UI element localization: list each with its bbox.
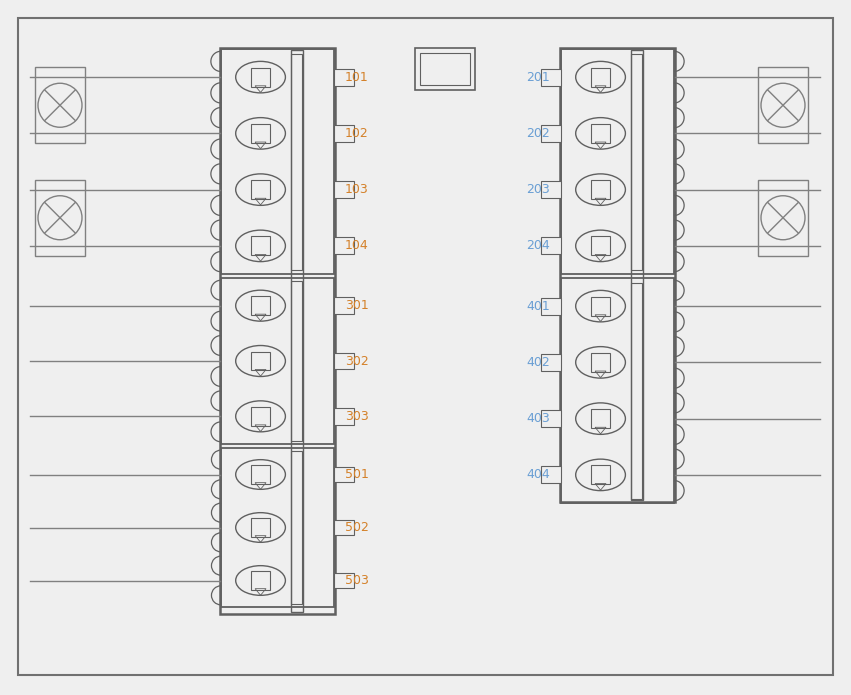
Bar [291,451,302,604]
Text: 102: 102 [345,127,368,140]
Bar [334,125,354,142]
Text: 403: 403 [526,412,550,425]
Bar [334,466,354,482]
Text: 101: 101 [345,71,368,83]
Bar [251,352,270,370]
Bar [221,278,334,444]
Text: 202: 202 [526,127,550,140]
Bar [591,353,610,372]
Bar [251,571,270,590]
Text: 402: 402 [526,356,550,369]
Bar [758,179,808,256]
Bar [631,282,643,498]
Bar [591,297,610,316]
Bar [251,180,270,199]
Bar [591,180,610,199]
Bar [591,409,610,428]
Bar [591,124,610,142]
Bar [334,352,354,369]
Bar [540,181,561,198]
Bar [415,48,475,90]
Bar [220,48,335,614]
Bar [591,466,610,484]
Bar [540,410,561,427]
Bar [251,465,270,484]
Text: 404: 404 [526,468,550,482]
Bar [35,179,85,256]
Bar [631,54,643,270]
Bar [540,69,561,85]
Bar [334,573,354,589]
Bar [631,50,643,500]
Bar [251,67,270,87]
Bar [334,408,354,425]
Text: 503: 503 [345,574,368,587]
Text: 401: 401 [526,300,550,313]
Bar [540,297,561,315]
Bar [561,278,674,503]
Text: 104: 104 [345,239,368,252]
Bar [251,407,270,426]
Bar [561,49,674,274]
Bar [221,49,334,274]
Bar [291,54,302,270]
Text: 501: 501 [345,468,368,481]
Bar [251,124,270,142]
Text: 303: 303 [345,410,368,423]
Bar [334,181,354,198]
Bar [758,67,808,143]
Bar [251,236,270,255]
Text: 103: 103 [345,183,368,196]
Bar [251,296,270,315]
Bar [334,297,354,314]
Text: 502: 502 [345,521,368,534]
Bar [540,354,561,371]
Text: 301: 301 [345,299,368,312]
Text: 204: 204 [526,239,550,252]
Bar [591,67,610,87]
Bar [251,518,270,537]
Bar [420,53,471,85]
Bar [334,69,354,85]
Text: 302: 302 [345,354,368,368]
Bar [591,236,610,255]
Bar [334,520,354,535]
Text: 201: 201 [526,71,550,83]
Bar [540,466,561,483]
Bar [334,238,354,254]
Bar [560,48,675,502]
Bar [291,50,303,612]
Bar [35,67,85,143]
Text: 203: 203 [526,183,550,196]
Bar [291,281,302,441]
Bar [540,238,561,254]
Bar [540,125,561,142]
Bar [221,448,334,607]
